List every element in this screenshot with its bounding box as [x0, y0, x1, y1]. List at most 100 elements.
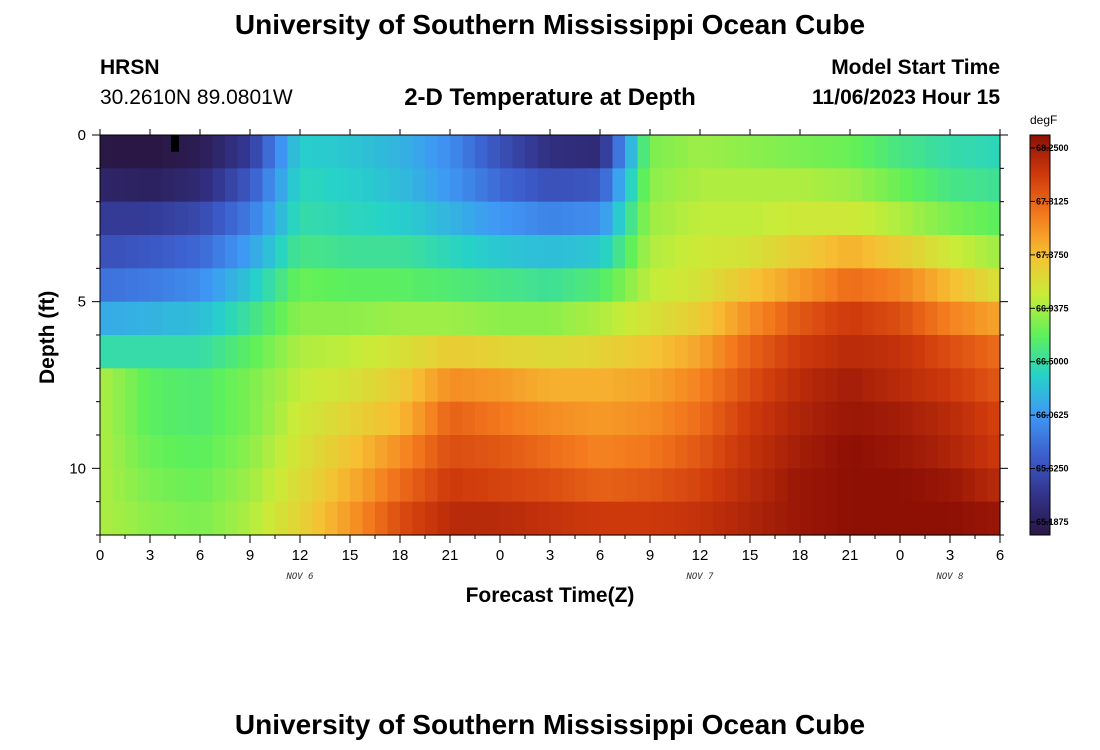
heatmap-cell — [275, 401, 289, 436]
heatmap-cell — [375, 235, 389, 269]
heatmap-cell — [950, 301, 964, 336]
heatmap-cell — [662, 468, 676, 503]
heatmap-cell — [350, 435, 364, 469]
heatmap-cell — [337, 268, 351, 303]
heatmap-cell — [450, 268, 464, 303]
heatmap-cell — [512, 401, 526, 436]
heatmap-cell — [637, 368, 651, 403]
heatmap-cell — [250, 368, 264, 403]
x-tick-label: 15 — [342, 547, 359, 564]
heatmap-cell — [187, 368, 201, 403]
heatmap-cell — [725, 135, 739, 169]
heatmap-cell — [912, 235, 926, 269]
heatmap-cell — [762, 168, 776, 203]
heatmap-cell — [937, 235, 951, 269]
heatmap-cell — [800, 135, 814, 169]
heatmap-cell — [750, 235, 764, 269]
heatmap-cell — [462, 235, 476, 269]
heatmap-cell — [450, 435, 464, 469]
heatmap-cell — [712, 235, 726, 269]
heatmap-cell — [912, 201, 926, 236]
heatmap-cell — [812, 235, 826, 269]
x-tick-label: 0 — [96, 547, 104, 564]
heatmap-cell — [250, 168, 264, 203]
heatmap-cell — [837, 201, 851, 236]
heatmap-cell — [637, 401, 651, 436]
heatmap-cell — [675, 368, 689, 403]
heatmap-cell — [737, 501, 751, 536]
heatmap-cell — [750, 268, 764, 303]
heatmap-cell — [662, 168, 676, 203]
heatmap-cell — [525, 468, 539, 503]
heatmap-cell — [287, 368, 301, 403]
heatmap-cell — [962, 301, 976, 336]
heatmap-cell — [775, 235, 789, 269]
heatmap-cell — [112, 501, 126, 536]
heatmap-cell — [787, 468, 801, 503]
heatmap-cell — [862, 301, 876, 336]
heatmap-cell — [487, 268, 501, 303]
heatmap-cell — [500, 468, 514, 503]
x-tick-label: 3 — [946, 547, 954, 564]
heatmap-cell — [312, 468, 326, 503]
heatmap-cell — [537, 368, 551, 403]
heatmap-cell — [600, 468, 614, 503]
heatmap-cell — [450, 235, 464, 269]
date-label: NOV 8 — [935, 572, 963, 582]
heatmap-cell — [862, 468, 876, 503]
heatmap-cell — [662, 235, 676, 269]
heatmap-cell — [862, 401, 876, 436]
heatmap-cell — [175, 268, 189, 303]
heatmap-cell — [887, 135, 901, 169]
heatmap-cell — [137, 268, 151, 303]
heatmap-cell — [912, 168, 926, 203]
heatmap-cell — [925, 268, 939, 303]
heatmap-cell — [787, 135, 801, 169]
heatmap-cell — [925, 201, 939, 236]
heatmap-cell — [125, 301, 139, 336]
heatmap-cell — [475, 168, 489, 203]
heatmap-cell — [212, 168, 226, 203]
heatmap-cell — [425, 135, 439, 169]
heatmap-cell — [987, 468, 1001, 503]
heatmap-cell — [337, 368, 351, 403]
heatmap-cell — [225, 235, 239, 269]
heatmap-cell — [987, 401, 1001, 436]
heatmap-cell — [837, 301, 851, 336]
heatmap-cell — [825, 201, 839, 236]
heatmap-cell — [587, 201, 601, 236]
heatmap-cell — [475, 301, 489, 336]
heatmap-cell — [412, 368, 426, 403]
heatmap-cell — [125, 401, 139, 436]
heatmap-cell — [787, 268, 801, 303]
x-tick-label: 12 — [692, 547, 709, 564]
heatmap-cell — [987, 235, 1001, 269]
heatmap-cell — [975, 301, 989, 336]
heatmap-cell — [725, 435, 739, 469]
heatmap-cell — [325, 201, 339, 236]
heatmap-cell — [700, 335, 714, 369]
heatmap-cell — [687, 201, 701, 236]
heatmap-cell — [550, 268, 564, 303]
heatmap-cell — [212, 335, 226, 369]
heatmap-cell — [525, 335, 539, 369]
heatmap-cell — [937, 201, 951, 236]
heatmap-cell — [162, 501, 176, 536]
heatmap-cell — [337, 435, 351, 469]
heatmap-cell — [275, 268, 289, 303]
heatmap-cell — [950, 435, 964, 469]
heatmap-cell — [125, 501, 139, 536]
heatmap-cell — [425, 401, 439, 436]
y-tick-label: 0 — [78, 127, 86, 144]
heatmap-cell — [775, 368, 789, 403]
heatmap-cell — [637, 135, 651, 169]
heatmap-cell — [750, 335, 764, 369]
heatmap-cell — [950, 501, 964, 536]
heatmap-cell — [350, 168, 364, 203]
heatmap-cell — [887, 235, 901, 269]
heatmap-cell — [887, 468, 901, 503]
heatmap-cell — [150, 501, 164, 536]
heatmap-cell — [350, 301, 364, 336]
heatmap-cell — [975, 435, 989, 469]
heatmap-cell — [262, 501, 276, 536]
